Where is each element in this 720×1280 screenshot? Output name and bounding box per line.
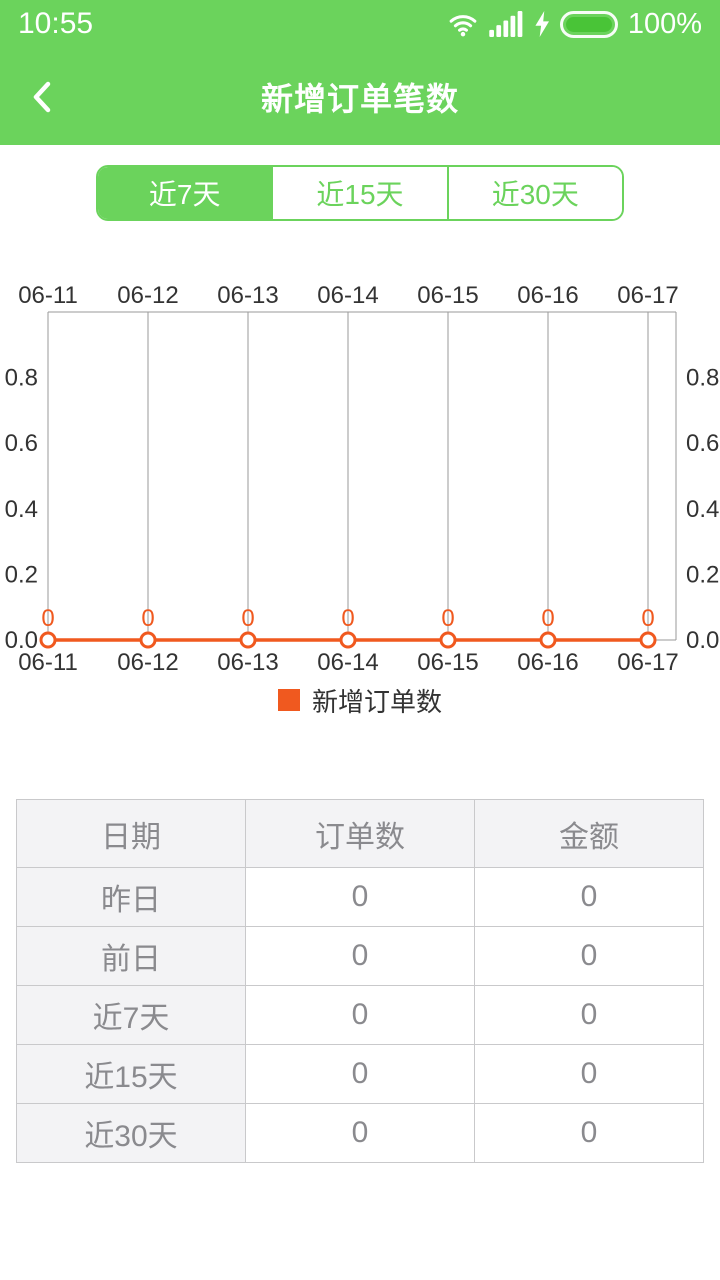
value-cell: 0: [474, 926, 704, 986]
table-header-cell: 订单数: [245, 799, 475, 868]
y-tick-right: 0.8: [686, 365, 719, 392]
y-tick-right: 0.6: [686, 430, 719, 457]
data-point-label: 0: [241, 605, 254, 632]
chart-legend: 新增订单数: [0, 685, 720, 717]
date-range-tabs: 近7天 近15天 近30天: [96, 165, 624, 221]
x-tick-bottom: 06-15: [417, 649, 478, 676]
value-cell: 0: [245, 926, 475, 986]
charging-icon: [535, 11, 549, 37]
row-label-cell: 近30天: [16, 1103, 246, 1163]
data-point-label: 0: [641, 605, 654, 632]
status-time: 10:55: [18, 7, 94, 40]
y-tick-right: 0.0: [686, 627, 719, 654]
data-point-marker[interactable]: [639, 631, 657, 649]
value-cell: 0: [245, 1044, 475, 1104]
value-cell: 0: [245, 867, 475, 927]
y-tick-left: 0.2: [5, 561, 38, 588]
y-tick-left: 0.6: [5, 430, 38, 457]
x-tick-bottom: 06-11: [18, 649, 78, 676]
data-point-marker[interactable]: [339, 631, 357, 649]
table-header-cell: 金额: [474, 799, 704, 868]
value-cell: 0: [245, 985, 475, 1045]
x-tick-top: 06-14: [317, 282, 378, 309]
x-tick-top: 06-11: [18, 282, 78, 309]
table-row: 近7天 0 0: [16, 985, 704, 1045]
x-tick-bottom: 06-17: [617, 649, 678, 676]
legend-swatch: [277, 689, 300, 711]
y-tick-left: 0.0: [5, 627, 38, 654]
data-point-marker[interactable]: [439, 631, 457, 649]
table-row: 昨日 0 0: [16, 867, 704, 927]
orders-line-chart[interactable]: 0.0 0.0 0.2 0.2 0.4 0.4 0.6 0.6 0.8 0.8 06-11 06-11…: [0, 269, 720, 679]
y-tick-right: 0.4: [686, 496, 719, 523]
wifi-icon: [449, 15, 477, 37]
legend-label: 新增订单数: [311, 686, 442, 717]
data-point-marker[interactable]: [539, 631, 557, 649]
data-point-label: 0: [341, 605, 354, 632]
data-point-marker[interactable]: [39, 631, 57, 649]
value-cell: 0: [245, 1103, 475, 1163]
data-point-label: 0: [41, 605, 54, 632]
data-point-marker[interactable]: [239, 631, 257, 649]
y-tick-left: 0.4: [5, 496, 38, 523]
x-tick-bottom: 06-16: [517, 649, 578, 676]
data-point-label: 0: [541, 605, 554, 632]
back-chevron-icon: [33, 81, 51, 112]
data-point-label: 0: [141, 605, 154, 632]
y-tick-right: 0.2: [686, 561, 719, 588]
table-header-row: 日期 订单数 金额: [16, 799, 704, 868]
table-row: 近15天 0 0: [16, 1044, 704, 1104]
value-cell: 0: [474, 1044, 704, 1104]
data-point-marker[interactable]: [139, 631, 157, 649]
x-tick-bottom: 06-12: [117, 649, 178, 676]
app-header: 10:55 100%: [0, 0, 720, 145]
battery-icon: [559, 10, 618, 38]
back-button[interactable]: [14, 48, 70, 145]
battery-fill: [565, 16, 612, 32]
data-point-label: 0: [441, 605, 454, 632]
value-cell: 0: [474, 867, 704, 927]
chart-canvas[interactable]: 0.0 0.0 0.2 0.2 0.4 0.4 0.6 0.6 0.8 0.8 06-11 06-11…: [0, 269, 720, 679]
x-tick-top: 06-15: [417, 282, 478, 309]
signal-strength-icon: [489, 11, 523, 37]
table-row: 前日 0 0: [16, 926, 704, 986]
x-tick-top: 06-16: [517, 282, 578, 309]
x-tick-bottom: 06-13: [217, 649, 278, 676]
y-tick-left: 0.8: [5, 365, 38, 392]
table-row: 近30天 0 0: [16, 1103, 704, 1163]
row-label-cell: 近15天: [16, 1044, 246, 1104]
x-tick-top: 06-13: [217, 282, 278, 309]
row-label-cell: 前日: [16, 926, 246, 986]
row-label-cell: 昨日: [16, 867, 246, 927]
x-tick-top: 06-17: [617, 282, 678, 309]
status-icons: 100%: [447, 8, 702, 41]
nav-bar: 新增订单笔数: [0, 48, 720, 145]
status-bar: 10:55 100%: [0, 0, 720, 48]
battery-percent: 100%: [627, 7, 702, 40]
stats-table: 日期 订单数 金额 昨日 0 0 前日 0 0 近7天 0 0 近15天 0 0 近30天 0 0: [16, 799, 704, 1163]
value-cell: 0: [474, 1103, 704, 1163]
tab-30days[interactable]: 近30天: [446, 167, 622, 219]
page-title: 新增订单笔数: [260, 80, 459, 117]
x-tick-bottom: 06-14: [317, 649, 378, 676]
table-header-cell: 日期: [16, 799, 246, 868]
tab-15days[interactable]: 近15天: [271, 167, 447, 219]
row-label-cell: 近7天: [16, 985, 246, 1045]
value-cell: 0: [474, 985, 704, 1045]
x-tick-top: 06-12: [117, 282, 178, 309]
tab-7days[interactable]: 近7天: [98, 167, 272, 219]
